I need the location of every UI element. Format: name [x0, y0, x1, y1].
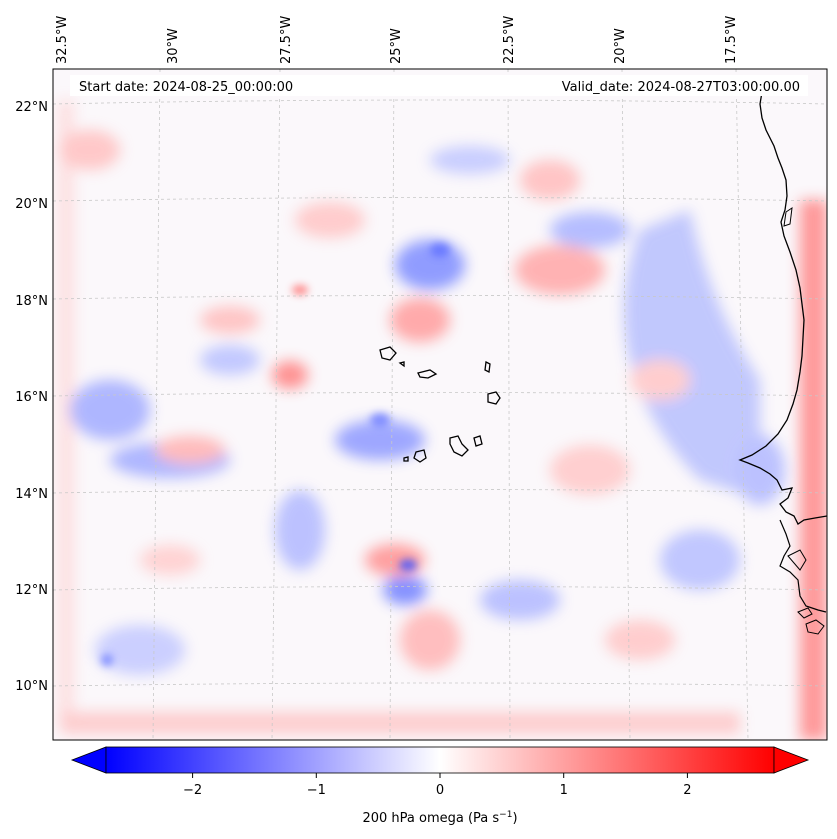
- lat-label: 20°N: [15, 197, 48, 212]
- colorbar-min-extend: [70, 746, 107, 774]
- lon-label: 17.5°W: [724, 16, 739, 64]
- lon-label: 27.5°W: [279, 16, 294, 64]
- colorbar-tick-label: −2: [183, 783, 202, 798]
- colorbar-tick-label: 1: [560, 783, 568, 798]
- lon-labels: 32.5°W 30°W 27.5°W 25°W 22.5°W 20°W 17.5…: [55, 16, 739, 64]
- lon-label: 20°W: [613, 28, 628, 64]
- lat-label: 14°N: [15, 487, 48, 502]
- lon-label: 22.5°W: [502, 16, 517, 64]
- lon-label: 32.5°W: [55, 16, 70, 64]
- colorbar-tick-label: 2: [683, 783, 691, 798]
- colorbar-tick-label: −1: [307, 783, 326, 798]
- map-frame: [52, 68, 828, 741]
- lat-labels: 22°N 20°N 18°N 16°N 14°N 12°N 10°N: [15, 100, 48, 694]
- coastline-africa: [738, 83, 827, 525]
- colorbar-ticks: −2 −1 0 1 2: [183, 773, 692, 798]
- colorbar-gradient: [105, 746, 775, 774]
- colorbar-tick-label: 0: [436, 783, 444, 798]
- colorbar-max-extend: [773, 746, 810, 774]
- lat-label: 12°N: [15, 583, 48, 598]
- lat-label: 18°N: [15, 294, 48, 309]
- lat-label: 10°N: [15, 679, 48, 694]
- colorbar: −2 −1 0 1 2 200 hPa omega (Pa s−1): [70, 746, 810, 826]
- gridlines: [53, 69, 827, 740]
- info-box: [70, 75, 808, 96]
- valid-date: Valid_date: 2024-08-27T03:00:00.00: [562, 80, 800, 95]
- map-panel: [53, 69, 827, 740]
- lat-label: 22°N: [15, 100, 48, 115]
- lat-label: 16°N: [15, 390, 48, 405]
- start-date: Start date: 2024-08-25_00:00:00: [79, 80, 293, 95]
- colorbar-label: 200 hPa omega (Pa s−1): [362, 810, 517, 826]
- lon-label: 30°W: [166, 28, 181, 64]
- lon-label: 25°W: [389, 28, 404, 64]
- cape-verde-islands: [379, 346, 501, 463]
